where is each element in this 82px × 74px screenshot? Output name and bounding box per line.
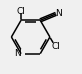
Text: Cl: Cl [51,42,60,51]
Text: Cl: Cl [17,7,25,16]
Text: N: N [56,9,62,18]
Text: N: N [14,49,21,58]
